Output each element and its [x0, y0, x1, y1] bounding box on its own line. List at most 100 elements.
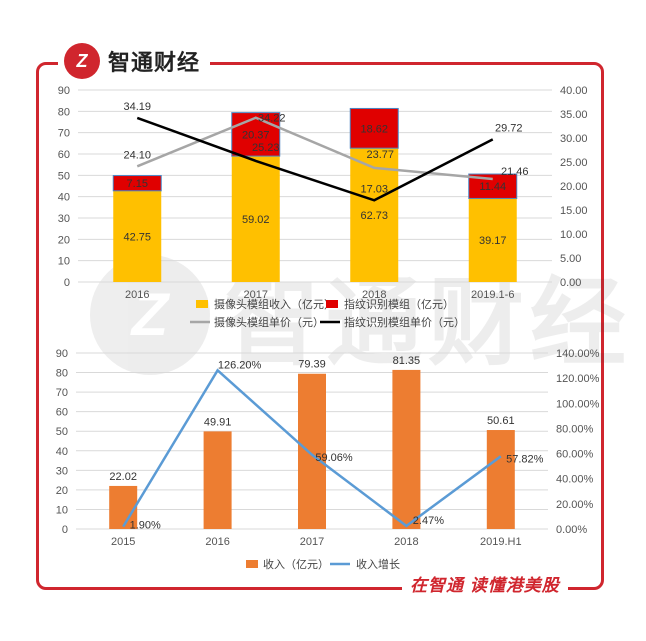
y-left-tick-label: 90: [56, 348, 68, 360]
bar-fingerprint-revenue: [112, 175, 162, 192]
y-right-tick-label: 40.00: [560, 85, 588, 97]
brand-logo-icon: Z: [64, 43, 100, 79]
y-right-tick-label: 80.00%: [556, 423, 594, 435]
y-right-tick-label: 30.00: [560, 133, 588, 145]
y-right-tick-label: 15.00: [560, 205, 588, 217]
y-left-tick-label: 40: [58, 192, 70, 204]
y-right-tick-label: 5.00: [560, 253, 581, 265]
legend-label: 指纹识别模组（亿元）: [344, 297, 454, 311]
y-left-tick-label: 50: [58, 170, 70, 182]
bar-revenue: [203, 431, 232, 529]
y-right-tick-label: 60.00%: [556, 449, 594, 461]
x-tick-label: 2018: [394, 536, 418, 548]
y-left-tick-label: 40: [56, 446, 68, 458]
brand-name: 智通财经: [108, 50, 201, 75]
x-tick-label: 2015: [111, 536, 135, 548]
data-label-camera-unit-price: 24.10: [123, 149, 151, 161]
data-label-fingerprint-revenue: 11.44: [479, 181, 506, 193]
data-label-fingerprint-unit-price: 34.19: [123, 101, 151, 113]
card-frame: [36, 62, 604, 590]
y-right-tick-label: 0.00%: [556, 524, 587, 536]
y-left-tick-label: 60: [58, 149, 70, 161]
y-left-tick-label: 60: [56, 407, 68, 419]
legend-label: 摄像头模组单价（元）: [214, 315, 324, 329]
y-left-tick-label: 50: [56, 426, 68, 438]
data-label-camera-revenue: 62.73: [360, 210, 388, 222]
bar-fingerprint-revenue: [231, 112, 281, 157]
line-revenue-growth: [122, 368, 502, 528]
slogan: 在智通 读懂港美股: [402, 571, 568, 596]
y-right-tick-label: 20.00%: [556, 499, 594, 511]
chart-module-revenue-price: 0 10 20 30 40 50 60 70 80 90 0.00 5.00 10.00 15.00 20.…: [58, 85, 588, 329]
data-label-fingerprint-unit-price: 17.03: [360, 183, 388, 195]
line-camera-unit-price: [136, 116, 493, 181]
data-label-fingerprint-unit-price: 29.72: [495, 122, 523, 134]
data-label-revenue: 81.35: [393, 355, 421, 367]
y-left-tick-label: 80: [56, 368, 68, 380]
data-label-fingerprint-revenue: 18.62: [360, 123, 388, 135]
data-label-revenue-growth: 126.20%: [218, 359, 262, 371]
y-left-tick-label: 30: [58, 213, 70, 225]
data-label-camera-revenue: 42.75: [123, 231, 151, 243]
y-left-tick-label: 10: [58, 256, 70, 268]
x-tick-label: 2016: [125, 289, 149, 301]
y-right-tick-label: 100.00%: [556, 398, 600, 410]
x-tick-label: 2019.1-6: [471, 289, 514, 301]
legend-label: 摄像头模组收入（亿元）: [214, 297, 335, 311]
y-right-tick-label: 10.00: [560, 229, 588, 241]
data-label-fingerprint-revenue: 7.15: [127, 178, 148, 190]
bar-revenue: [392, 369, 421, 529]
y-left-tick-label: 20: [56, 485, 68, 497]
bar-camera-revenue: [113, 190, 162, 282]
data-label-camera-unit-price: 23.77: [366, 149, 394, 161]
y-left-tick-label: 20: [58, 234, 70, 246]
y-right-tick-label: 35.00: [560, 109, 588, 121]
data-label-revenue: 79.39: [298, 359, 326, 371]
data-label-fingerprint-revenue: 20.37: [242, 129, 270, 141]
y-left-tick-label: 30: [56, 465, 68, 477]
y-right-tick-label: 0.00: [560, 277, 581, 289]
legend-label: 指纹识别模组单价（元）: [344, 315, 465, 329]
y-left-tick-label: 0: [64, 277, 70, 289]
data-label-fingerprint-unit-price: 25.23: [252, 142, 280, 154]
x-tick-label: 2019.H1: [480, 536, 522, 548]
data-label-revenue-growth: 59.06%: [315, 452, 353, 464]
brand-header: Z 智通财经: [58, 40, 211, 82]
data-label-revenue: 50.61: [487, 415, 515, 427]
legend-swatch: [196, 300, 208, 308]
y-left-tick-label: 70: [56, 387, 68, 399]
x-tick-label: 2017: [244, 289, 268, 301]
legend-swatch: [246, 560, 258, 568]
y-right-tick-label: 140.00%: [556, 348, 600, 360]
bar-revenue: [109, 485, 138, 529]
data-label-revenue-growth: 57.82%: [506, 453, 544, 465]
data-label-revenue-growth: 1.90%: [130, 520, 161, 532]
y-left-tick-label: 70: [58, 128, 70, 140]
legend-swatch: [326, 300, 338, 308]
y-right-tick-label: 20.00: [560, 181, 588, 193]
bar-revenue: [486, 430, 515, 529]
data-label-camera-unit-price: 21.46: [501, 166, 529, 178]
y-left-tick-label: 0: [62, 524, 68, 536]
bar-fingerprint-revenue: [349, 107, 399, 149]
y-left-tick-label: 10: [56, 504, 68, 516]
data-label-revenue-growth: 2.47%: [413, 515, 444, 527]
x-tick-label: 2016: [205, 536, 229, 548]
y-left-tick-label: 90: [58, 85, 70, 97]
data-label-revenue: 49.91: [204, 416, 232, 428]
bar-camera-revenue: [231, 156, 280, 282]
x-tick-label: 2018: [362, 289, 386, 301]
line-fingerprint-unit-price: [136, 116, 494, 202]
y-right-tick-label: 120.00%: [556, 373, 600, 385]
y-left-tick-label: 80: [58, 106, 70, 118]
legend-label: 收入（亿元）: [263, 557, 329, 571]
y-right-tick-label: 40.00%: [556, 474, 594, 486]
data-label-revenue: 22.02: [109, 471, 137, 483]
data-label-camera-revenue: 59.02: [242, 214, 270, 226]
bar-revenue: [298, 373, 326, 529]
x-tick-label: 2017: [300, 536, 324, 548]
data-label-camera-revenue: 39.17: [479, 235, 507, 247]
data-label-camera-unit-price: 34.22: [258, 113, 286, 125]
y-right-tick-label: 25.00: [560, 157, 588, 169]
